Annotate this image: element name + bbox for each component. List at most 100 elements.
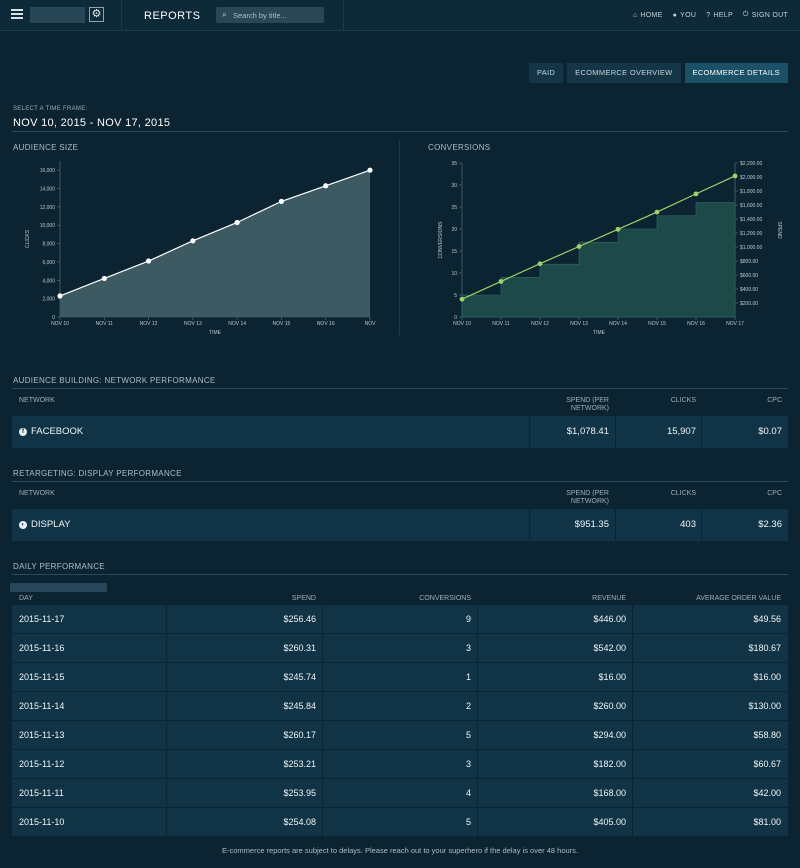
- y2-tick-label: $600.00: [740, 273, 758, 279]
- data-point: [278, 198, 285, 204]
- conversions-cell: 3: [465, 643, 471, 653]
- col-cpc: CPC: [767, 397, 782, 404]
- x-tick-label: NOV 14: [228, 321, 246, 327]
- logo[interactable]: [30, 7, 85, 23]
- spend-cell: $260.31: [283, 643, 316, 653]
- spend-cell: $254.08: [283, 817, 316, 827]
- table-row: 2015-11-13 $260.17 5 $294.00 $58.80: [12, 721, 788, 750]
- y2-tick-label: $1,600.00: [740, 203, 762, 209]
- tab-ecommerce-overview[interactable]: ECOMMERCE OVERVIEW: [567, 63, 681, 83]
- y-tick-label: 35: [451, 161, 457, 167]
- help-icon: ?: [706, 11, 711, 19]
- y2-tick-label: $400.00: [740, 287, 758, 293]
- conversions-cell: 5: [465, 817, 471, 827]
- table-row: 2015-11-12 $253.21 3 $182.00 $60.67: [12, 750, 788, 779]
- audience-size-chart: 0 2,000 4,000 6,000 8,000 10,000 12,000 14,000 1…: [25, 161, 376, 336]
- y-axis-label: CLICKS: [25, 229, 31, 248]
- nav-sign-out[interactable]: ⏻ SIGN OUT: [743, 11, 788, 19]
- day-cell: 2015-11-12: [19, 759, 65, 769]
- data-point: [693, 191, 699, 197]
- day-cell: 2015-11-13: [19, 730, 65, 740]
- filter-bar[interactable]: [10, 583, 107, 592]
- table-row: 2015-11-16 $260.31 3 $542.00 $180.67: [12, 634, 788, 663]
- col-clicks: CLICKS: [670, 490, 696, 497]
- x-tick-label: NOV 11: [492, 321, 510, 327]
- y-tick-label: 20: [451, 227, 457, 233]
- clicks-value: 15,907: [666, 426, 696, 437]
- data-point: [145, 258, 152, 264]
- col-revenue: REVENUE: [592, 595, 626, 602]
- x-axis-label: TIME: [209, 330, 222, 336]
- nav-label: SIGN OUT: [751, 11, 788, 19]
- conversions-cell: 5: [465, 730, 471, 740]
- y2-tick-label: $1,800.00: [740, 189, 762, 195]
- x-tick-label: NOV 16: [687, 321, 705, 327]
- search-icon: ⌕: [222, 9, 228, 19]
- revenue-cell: $542.00: [593, 643, 626, 653]
- header-divider: [343, 0, 344, 31]
- nav-you[interactable]: ● YOU: [673, 11, 697, 19]
- daily-table: 2015-11-17 $256.46 9 $446.00 $49.56 2015-11-1…: [12, 605, 788, 837]
- day-cell: 2015-11-15: [19, 672, 65, 682]
- aov-cell: $49.56: [753, 614, 781, 624]
- divider: [12, 481, 788, 482]
- y-tick-label: 12,000: [40, 205, 56, 211]
- search-box[interactable]: ⌕: [216, 7, 324, 23]
- tab-paid[interactable]: PAID: [529, 63, 564, 83]
- table-row: f FACEBOOK $1,078.41 15,907 $0.07: [12, 416, 788, 448]
- aov-cell: $81.00: [753, 817, 781, 827]
- report-tabs: PAID ECOMMERCE OVERVIEW ECOMMERCE DETAIL…: [529, 63, 788, 83]
- aov-cell: $130.00: [748, 701, 781, 711]
- table-row: 2015-11-10 $254.08 5 $405.00 $81.00: [12, 808, 788, 837]
- audience-section-title: AUDIENCE BUILDING: NETWORK PERFORMANCE: [13, 376, 216, 385]
- y2-tick-label: $1,400.00: [740, 217, 762, 223]
- network-name: FACEBOOK: [31, 426, 84, 437]
- page-title: REPORTS: [144, 10, 201, 22]
- gear-icon[interactable]: ⚙: [89, 7, 104, 22]
- search-input[interactable]: [233, 7, 321, 23]
- nav-label: HELP: [713, 11, 733, 19]
- data-point: [459, 296, 465, 302]
- spend-cell: $245.84: [283, 701, 316, 711]
- data-point: [576, 244, 582, 249]
- x-tick-label: NOV 15: [273, 321, 291, 327]
- col-network: NETWORK: [19, 397, 55, 404]
- table-row: ◐ DISPLAY $951.35 403 $2.36: [12, 509, 788, 541]
- y2-tick-label: $200.00: [740, 301, 758, 307]
- x-tick-label: NOV 17: [726, 321, 744, 327]
- timeframe-value[interactable]: NOV 10, 2015 - NOV 17, 2015: [13, 117, 171, 129]
- table-row: 2015-11-17 $256.46 9 $446.00 $49.56: [12, 605, 788, 634]
- divider: [12, 574, 788, 575]
- y2-axis-label: SPEND: [776, 221, 782, 239]
- y-tick-label: 16,000: [40, 168, 56, 174]
- y-tick-label: 4,000: [42, 278, 55, 284]
- spend-line: [461, 175, 736, 300]
- col-clicks: CLICKS: [670, 397, 696, 404]
- spend-cell: $253.21: [283, 759, 316, 769]
- timeframe-label: SELECT A TIME FRAME:: [13, 106, 88, 112]
- y2-tick-label: $2,200.00: [740, 161, 762, 167]
- col-aov: AVERAGE ORDER VALUE: [696, 595, 781, 602]
- retargeting-section-title: RETARGETING: DISPLAY PERFORMANCE: [13, 469, 182, 478]
- table-row: 2015-11-11 $253.95 4 $168.00 $42.00: [12, 779, 788, 808]
- aov-cell: $60.67: [753, 759, 781, 769]
- tab-ecommerce-details[interactable]: ECOMMERCE DETAILS: [684, 63, 788, 83]
- data-point: [234, 219, 240, 226]
- y-tick-label: 10,000: [40, 223, 56, 229]
- aov-cell: $42.00: [753, 788, 781, 798]
- nav-home[interactable]: ⌂ HOME: [633, 11, 663, 19]
- y-tick-label: 5: [454, 293, 457, 299]
- table-row: 2015-11-15 $245.74 1 $16.00 $16.00: [12, 663, 788, 692]
- nav-help[interactable]: ? HELP: [706, 11, 733, 19]
- footnote: E-commerce reports are subject to delays…: [221, 846, 578, 855]
- revenue-cell: $260.00: [593, 701, 626, 711]
- x-tick-label: NOV 12: [140, 321, 158, 327]
- x-tick-label: NOV 11: [96, 321, 114, 327]
- spend-cell: $256.46: [283, 614, 316, 624]
- menu-icon[interactable]: [11, 9, 23, 19]
- col-network: NETWORK: [19, 490, 55, 497]
- header-divider: [121, 0, 122, 31]
- revenue-cell: $168.00: [593, 788, 626, 798]
- day-cell: 2015-11-11: [19, 788, 64, 798]
- table-row: 2015-11-14 $245.84 2 $260.00 $130.00: [12, 692, 788, 721]
